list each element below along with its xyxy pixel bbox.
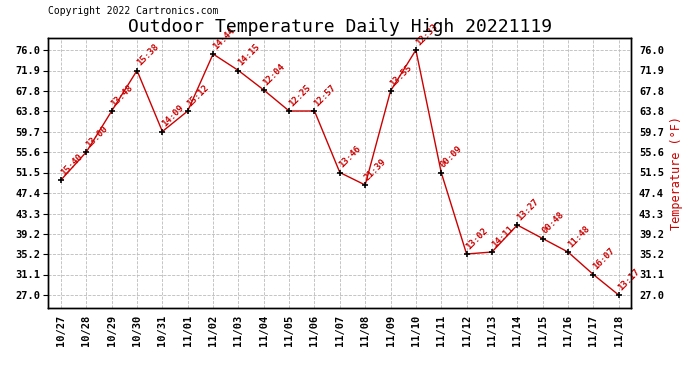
Text: 13:46: 13:46 <box>337 144 363 170</box>
Text: 11:48: 11:48 <box>566 224 591 249</box>
Text: 14:09: 14:09 <box>160 104 186 129</box>
Text: 15:12: 15:12 <box>186 83 211 108</box>
Text: 12:25: 12:25 <box>287 83 313 108</box>
Title: Outdoor Temperature Daily High 20221119: Outdoor Temperature Daily High 20221119 <box>128 18 552 36</box>
Text: 13:00: 13:00 <box>84 124 110 149</box>
Text: 14:11: 14:11 <box>490 224 515 249</box>
Text: 15:38: 15:38 <box>135 42 160 68</box>
Text: 12:57: 12:57 <box>313 83 337 108</box>
Text: 13:48: 13:48 <box>110 83 135 108</box>
Text: 14:15: 14:15 <box>236 42 262 68</box>
Text: 12:04: 12:04 <box>262 62 287 87</box>
Text: 13:55: 13:55 <box>388 63 414 88</box>
Text: 12:33: 12:33 <box>414 22 439 47</box>
Text: 00:09: 00:09 <box>439 144 464 170</box>
Text: 21:39: 21:39 <box>363 157 388 182</box>
Text: 00:48: 00:48 <box>540 210 566 236</box>
Text: 13:27: 13:27 <box>515 197 540 222</box>
Text: 14:44: 14:44 <box>211 26 236 51</box>
Text: 16:07: 16:07 <box>591 246 616 272</box>
Text: 13:17: 13:17 <box>616 267 642 292</box>
Text: Copyright 2022 Cartronics.com: Copyright 2022 Cartronics.com <box>48 6 219 16</box>
Y-axis label: Temperature (°F): Temperature (°F) <box>669 116 682 230</box>
Text: 13:02: 13:02 <box>464 226 490 251</box>
Text: 15:40: 15:40 <box>59 152 84 177</box>
